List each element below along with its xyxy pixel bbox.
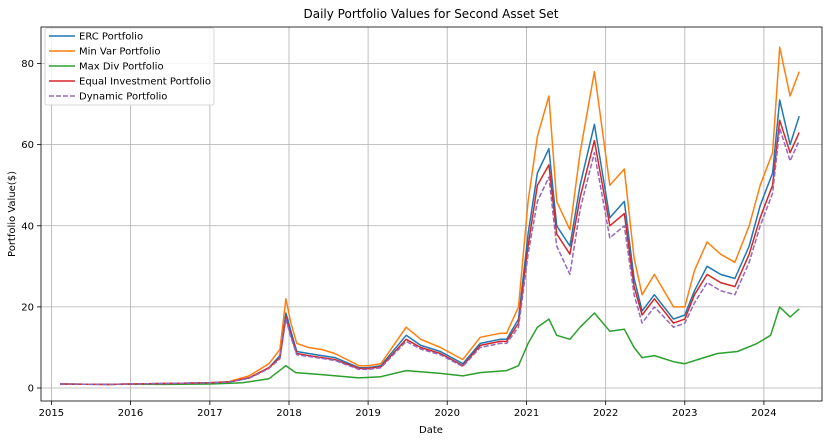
- x-tick-label: 2016: [118, 408, 143, 419]
- x-tick-label: 2018: [276, 408, 301, 419]
- chart-title: Daily Portfolio Values for Second Asset …: [304, 7, 559, 21]
- y-tick-label: 80: [21, 59, 34, 70]
- grid-lines: [41, 27, 822, 401]
- y-tick-label: 20: [21, 302, 34, 313]
- legend: ERC Portfolio Min Var Portfolio Max Div Po…: [44, 27, 215, 106]
- plot-frame: [40, 26, 823, 402]
- series-line-min-var-portfolio: [60, 46, 800, 386]
- y-tick-label: 40: [21, 221, 34, 232]
- x-tick-label: 2015: [39, 408, 64, 419]
- plot-area: [60, 46, 800, 386]
- legend-box: [44, 27, 215, 106]
- x-axis-label: Date: [419, 425, 443, 436]
- series-line-dynamic-portfolio: [60, 127, 800, 386]
- x-tick-label: 2023: [672, 408, 697, 419]
- y-axis-label: Portfolio Value($): [7, 171, 18, 257]
- y-axis-ticks: 0 20 40 60 80: [21, 59, 41, 395]
- legend-label: Max Div Portfolio: [79, 62, 164, 73]
- legend-label: Equal Investment Portfolio: [79, 77, 211, 88]
- x-axis-ticks: 2015 2016 2017 2018 2019 2020 2021 2022 2023 2024: [39, 401, 777, 419]
- legend-label: ERC Portfolio: [79, 32, 143, 43]
- y-tick-label: 0: [28, 384, 34, 395]
- x-tick-label: 2019: [355, 408, 380, 419]
- series-line-erc-portfolio: [60, 99, 800, 386]
- x-tick-label: 2022: [593, 408, 618, 419]
- series-line-max-div-portfolio: [60, 306, 800, 386]
- series-line-equal-investment-portfolio: [60, 119, 800, 386]
- x-tick-label: 2017: [197, 408, 222, 419]
- legend-label: Dynamic Portfolio: [79, 92, 167, 103]
- legend-label: Min Var Portfolio: [79, 47, 161, 58]
- x-tick-label: 2020: [434, 408, 459, 419]
- x-tick-label: 2024: [751, 408, 776, 419]
- y-tick-label: 60: [21, 140, 34, 151]
- x-tick-label: 2021: [514, 408, 539, 419]
